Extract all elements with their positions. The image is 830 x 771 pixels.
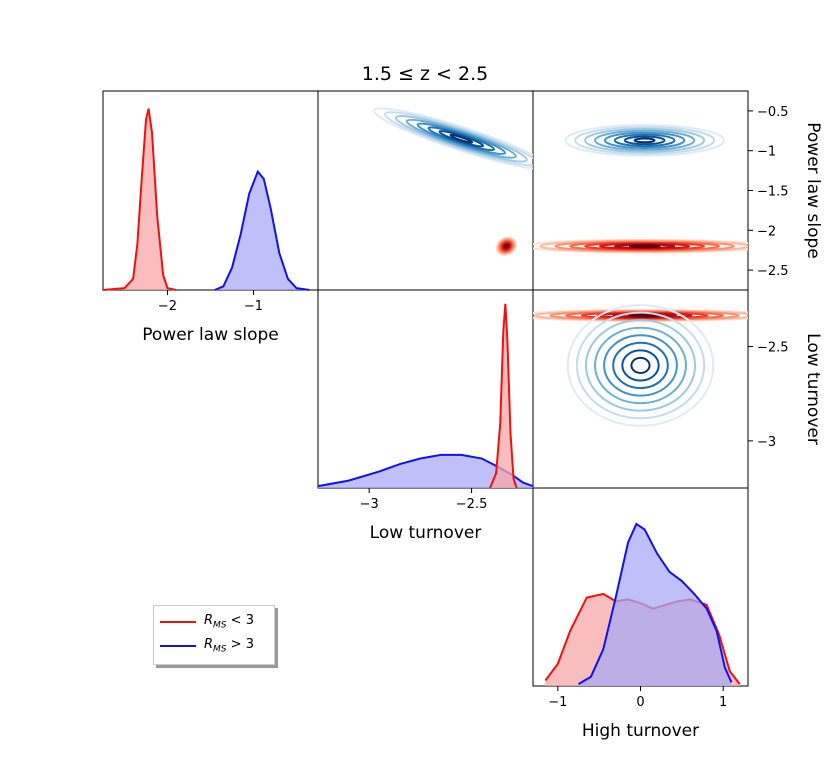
contour-panel-high_turnover-power_law_slope bbox=[533, 124, 748, 254]
contour-level-red bbox=[502, 243, 510, 250]
y-tick-label-power_law_slope: −2.5 bbox=[757, 264, 789, 279]
contour-level-red bbox=[498, 238, 515, 254]
kde-fill-blue-power_law_slope bbox=[214, 171, 310, 290]
kde-fill-blue-high_turnover bbox=[578, 523, 732, 686]
contour-level-red bbox=[496, 237, 516, 255]
contour-level-red bbox=[504, 244, 509, 249]
legend-entry-red: RMS < 3 bbox=[160, 612, 254, 632]
x-tick-label-high_turnover: 1 bbox=[719, 695, 727, 710]
legend: RMS < 3 RMS > 3 bbox=[153, 605, 275, 665]
contour-level-blue bbox=[438, 130, 485, 148]
contour-level-blue bbox=[405, 118, 517, 159]
contour-level-blue bbox=[566, 304, 715, 427]
contour-level-blue bbox=[394, 114, 528, 163]
x-axis-label-power_law_slope: Power law slope bbox=[142, 325, 278, 345]
contour-level-red bbox=[501, 241, 512, 251]
y-tick-label-low_turnover: −3 bbox=[757, 435, 776, 450]
y-tick-label-power_law_slope: −1.5 bbox=[757, 185, 789, 200]
contour-level-blue bbox=[383, 111, 533, 167]
x-tick-label-power_law_slope: −1 bbox=[244, 299, 263, 314]
y-tick-label-power_law_slope: −2 bbox=[757, 224, 776, 239]
x-tick-label-low_turnover: −2.5 bbox=[456, 497, 488, 512]
contour-level-blue bbox=[449, 133, 474, 144]
contour-panel-high_turnover-low_turnover bbox=[533, 304, 748, 427]
contour-level-blue bbox=[575, 311, 706, 420]
contour-level-blue bbox=[427, 126, 496, 152]
kde-line-blue-power_law_slope bbox=[214, 169, 310, 291]
kde-fill-red-power_law_slope bbox=[103, 108, 177, 290]
kde-line-red-low_turnover bbox=[489, 303, 518, 489]
y-axis-label-power_law_slope: Power law slope bbox=[803, 122, 823, 258]
contour-level-blue bbox=[584, 319, 697, 412]
x-tick-label-power_law_slope: −2 bbox=[158, 299, 177, 314]
contour-level-blue bbox=[612, 341, 669, 390]
contour-panel-low_turnover-power_law_slope bbox=[373, 107, 533, 256]
contour-level-blue bbox=[373, 107, 533, 171]
contour-level-blue bbox=[633, 137, 656, 144]
legend-label-red: RMS < 3 bbox=[204, 613, 254, 631]
contour-level-red bbox=[628, 244, 661, 249]
legend-entry-blue: RMS > 3 bbox=[160, 636, 254, 656]
contour-level-blue bbox=[603, 131, 686, 149]
contour-level-blue bbox=[584, 127, 706, 153]
kde-fill-blue-low_turnover bbox=[318, 454, 533, 488]
contour-level-blue bbox=[603, 334, 678, 397]
kde-line-red-power_law_slope bbox=[102, 108, 177, 291]
legend-line-red bbox=[160, 621, 196, 623]
legend-label-blue: RMS > 3 bbox=[204, 637, 254, 655]
y-tick-label-low_turnover: −2.5 bbox=[757, 341, 789, 356]
legend-line-blue bbox=[160, 645, 196, 647]
contour-level-blue bbox=[630, 356, 651, 374]
contour-level-blue bbox=[564, 124, 726, 157]
y-axis-label-low_turnover: Low turnover bbox=[803, 333, 823, 445]
contour-level-blue bbox=[621, 349, 660, 382]
chart-title: 1.5 ≤ z < 2.5 bbox=[362, 63, 488, 85]
contour-level-blue bbox=[623, 135, 666, 146]
x-tick-label-low_turnover: −3 bbox=[360, 497, 379, 512]
contour-level-red bbox=[495, 236, 518, 256]
x-axis-label-high_turnover: High turnover bbox=[582, 721, 699, 741]
contour-level-red bbox=[499, 239, 514, 253]
contour-level-blue bbox=[613, 133, 676, 148]
x-tick-label-high_turnover: 0 bbox=[636, 695, 644, 710]
contour-level-blue bbox=[594, 129, 696, 151]
contour-level-blue bbox=[416, 122, 506, 155]
y-tick-label-power_law_slope: −0.5 bbox=[757, 105, 789, 120]
contour-level-red bbox=[500, 240, 513, 252]
kde-fill-red-low_turnover bbox=[490, 303, 517, 488]
x-axis-label-low_turnover: Low turnover bbox=[370, 523, 482, 543]
y-tick-label-power_law_slope: −1 bbox=[757, 145, 776, 160]
contour-level-blue bbox=[594, 326, 687, 405]
x-tick-label-high_turnover: −1 bbox=[548, 695, 567, 710]
contour-level-blue bbox=[574, 125, 716, 155]
kde-line-blue-high_turnover bbox=[577, 522, 733, 686]
panel-frame-2-0 bbox=[532, 90, 749, 291]
